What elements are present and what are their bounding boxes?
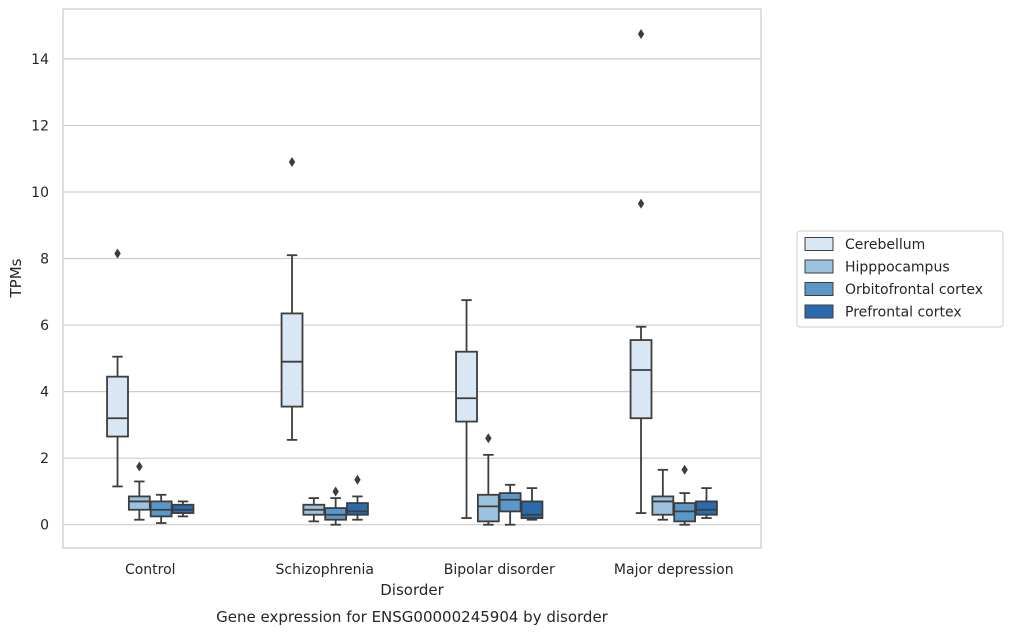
outlier-point <box>136 461 143 472</box>
box-plot <box>498 483 522 526</box>
outlier-point <box>354 474 361 485</box>
legend-entry: Prefrontal cortex <box>804 304 962 321</box>
box <box>695 500 718 516</box>
y-tick-label: 6 <box>40 318 49 334</box>
legend: Cerebellum Hipppocampus Orbitofrontal cort… <box>796 230 1004 328</box>
box-plot <box>280 157 304 441</box>
chart-caption: Gene expression for ENSG00000245904 by d… <box>216 608 609 626</box>
x-tick-labels: Control Schizophrenia Bipolar disorder Majo… <box>125 562 734 578</box>
legend-label: Hipppocampus <box>845 260 950 276</box>
outlier-point <box>332 486 339 497</box>
box-plot <box>651 468 675 521</box>
legend-label: Orbitofrontal cortex <box>845 282 983 298</box>
box <box>498 492 522 513</box>
x-tick-label: Schizophrenia <box>276 562 374 578</box>
y-tick-label: 2 <box>40 451 49 467</box>
legend-entry: Orbitofrontal cortex <box>804 282 983 298</box>
box-plot <box>695 487 718 519</box>
box <box>280 312 304 408</box>
x-tick-label: Bipolar disorder <box>444 562 555 578</box>
box-plot <box>346 474 369 521</box>
boxes <box>106 28 718 526</box>
legend-frame <box>796 230 1004 328</box>
legend-swatch <box>804 237 834 251</box>
box-plot <box>673 464 697 526</box>
x-tick-label: Major depression <box>614 562 734 578</box>
legend-swatch <box>804 304 834 319</box>
box-plot <box>455 299 478 519</box>
y-tick-label: 8 <box>40 252 49 268</box>
outlier-point <box>114 248 121 259</box>
box-plot <box>324 486 348 526</box>
legend-entry: Hipppocampus <box>804 259 950 276</box>
outlier-point <box>637 28 645 39</box>
x-tick-label: Control <box>125 562 176 578</box>
box-plot <box>106 248 129 488</box>
box <box>651 495 675 516</box>
box <box>127 495 151 511</box>
box-plot <box>520 487 544 521</box>
legend-label: Prefrontal cortex <box>845 305 962 321</box>
outlier-point <box>485 433 492 444</box>
legend-entry: Cerebellum <box>804 237 925 253</box>
box-plot <box>149 493 173 524</box>
plot-area-frame <box>62 8 762 549</box>
y-tick-labels: 0 2 4 6 8 10 12 14 <box>31 52 49 534</box>
y-tick-label: 14 <box>31 52 49 68</box>
box <box>476 493 500 523</box>
box-plot <box>127 461 151 521</box>
outlier-point <box>637 198 645 209</box>
legend-swatch <box>804 282 834 296</box>
box-plot <box>171 500 195 518</box>
outlier-point <box>288 157 296 168</box>
box <box>455 350 478 423</box>
legend-swatch <box>804 259 834 274</box>
y-axis-label: TPMs <box>7 258 25 298</box>
box <box>106 375 129 438</box>
box <box>629 339 653 420</box>
box <box>346 502 369 516</box>
outlier-point <box>681 464 688 475</box>
box-plot <box>476 433 500 526</box>
box-plot <box>629 28 653 514</box>
y-tick-label: 12 <box>31 118 49 134</box>
x-axis-label: Disorder <box>380 581 444 599</box>
y-tick-label: 10 <box>31 185 49 201</box>
y-tick-label: 0 <box>40 518 49 534</box>
legend-label: Cerebellum <box>845 237 925 253</box>
grid-lines <box>63 58 761 526</box>
box-plot <box>302 497 326 523</box>
y-tick-label: 4 <box>40 385 49 401</box>
